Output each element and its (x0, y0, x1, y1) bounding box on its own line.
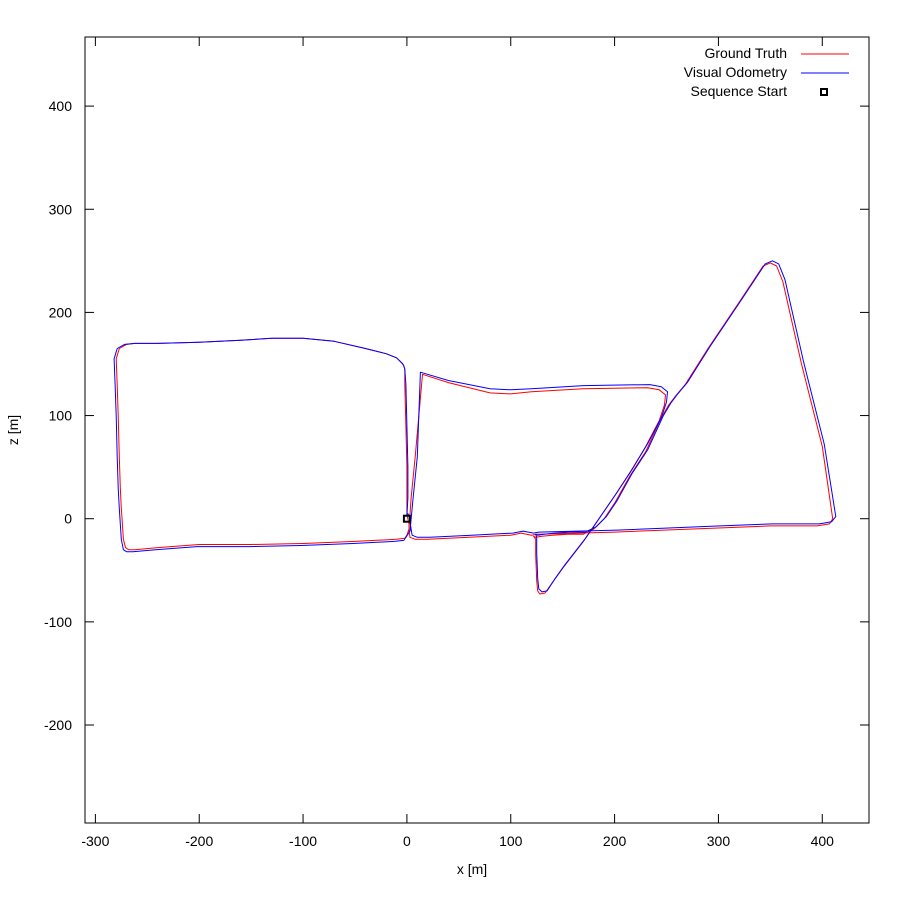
marker-layer (402, 514, 411, 523)
y-tick-labels: -200 -100 0 100 200 300 400 (44, 98, 72, 733)
series-line-ground-truth (115, 262, 834, 595)
y-tick-label: 100 (49, 408, 73, 424)
y-tick-label: 300 (49, 201, 73, 217)
y-tick-label: 200 (49, 304, 73, 320)
y-axis-label: z [m] (5, 415, 21, 445)
x-tick-label: 400 (811, 833, 835, 849)
legend-label-sequence-start: Sequence Start (690, 83, 787, 99)
legend: Ground Truth Visual Odometry Sequence St… (684, 45, 849, 99)
x-tick-label: -200 (185, 833, 213, 849)
x-tick-label: 200 (603, 833, 627, 849)
x-tick-labels: -300 -200 -100 0 100 200 300 400 (81, 833, 834, 849)
x-tick-label: 100 (499, 833, 523, 849)
legend-label-ground-truth: Ground Truth (705, 45, 788, 61)
y-tick-label: -100 (44, 614, 72, 630)
series-layer (113, 260, 837, 595)
y-tick-label: -200 (44, 717, 72, 733)
axis-ticks (85, 37, 869, 823)
plot-frame (84, 36, 870, 824)
x-axis-label: x [m] (457, 861, 487, 877)
series-line-visual-odometry (113, 260, 837, 593)
sequence-start-marker (402, 514, 411, 523)
y-tick-label: 400 (49, 98, 73, 114)
x-tick-label: 300 (707, 833, 731, 849)
x-tick-label: -300 (81, 833, 109, 849)
legend-marker-sequence-start (820, 88, 828, 96)
y-tick-label: 0 (64, 511, 72, 527)
legend-label-visual-odometry: Visual Odometry (684, 64, 787, 80)
x-tick-label: 0 (403, 833, 411, 849)
x-tick-label: -100 (289, 833, 317, 849)
